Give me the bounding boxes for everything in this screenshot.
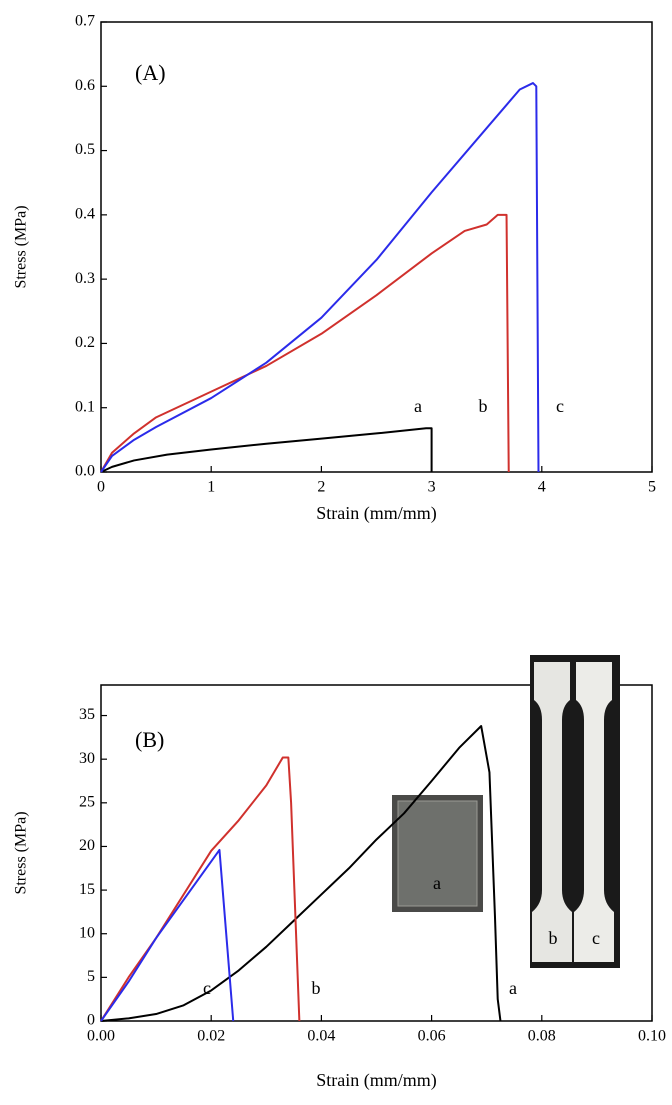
y-tick-label: 0.6	[75, 77, 95, 94]
x-tick-label: 0.06	[418, 1028, 446, 1045]
y-tick-label: 15	[79, 881, 95, 898]
inset-label: b	[549, 928, 558, 948]
curve-label: a	[414, 396, 422, 416]
curve-label: b	[312, 978, 321, 998]
y-tick-label: 0	[87, 1012, 95, 1029]
x-tick-label: 3	[428, 479, 436, 496]
y-tick-label: 0.0	[75, 463, 95, 480]
inset-photo-glass	[397, 800, 478, 907]
y-tick-label: 35	[79, 706, 95, 723]
panel-label: (B)	[135, 727, 164, 752]
y-tick-label: 10	[79, 924, 95, 941]
curve-label: c	[556, 396, 564, 416]
panel-label: (A)	[135, 60, 166, 85]
x-tick-label: 0.10	[638, 1028, 666, 1045]
series-line	[100, 82, 540, 473]
series-line	[100, 427, 433, 473]
x-axis-label: Strain (mm/mm)	[316, 503, 437, 524]
series-line	[100, 848, 235, 1022]
x-axis-label: Strain (mm/mm)	[316, 1070, 437, 1091]
plot-frame	[100, 21, 653, 473]
y-tick-label: 0.1	[75, 398, 95, 415]
curve-label: a	[509, 978, 517, 998]
plot-lines	[100, 82, 540, 473]
y-tick-label: 25	[79, 793, 95, 810]
y-tick-label: 0.7	[75, 13, 95, 30]
curve-label: c	[203, 978, 211, 998]
y-tick-label: 5	[87, 968, 95, 985]
inset-label: a	[433, 873, 441, 893]
plot-frame	[100, 684, 653, 1022]
y-tick-label: 0.3	[75, 270, 95, 287]
y-tick-label: 30	[79, 750, 95, 767]
series-line	[100, 213, 510, 473]
x-tick-label: 2	[317, 479, 325, 496]
y-axis-label: Stress (MPa)	[13, 811, 30, 894]
curve-label: b	[479, 396, 488, 416]
x-tick-label: 0	[97, 479, 105, 496]
y-tick-label: 20	[79, 837, 95, 854]
series-line	[100, 756, 301, 1022]
x-tick-label: 1	[207, 479, 215, 496]
x-tick-label: 0.08	[528, 1028, 556, 1045]
x-tick-label: 0.00	[87, 1028, 115, 1045]
series-line	[100, 725, 502, 1022]
specimen	[532, 662, 572, 962]
y-tick-label: 0.4	[75, 206, 95, 223]
x-tick-label: 5	[648, 479, 656, 496]
specimen	[574, 662, 614, 962]
inset-label: c	[592, 928, 600, 948]
x-tick-label: 4	[538, 479, 546, 496]
x-tick-label: 0.02	[197, 1028, 225, 1045]
y-tick-label: 0.5	[75, 141, 95, 158]
x-tick-label: 0.04	[307, 1028, 335, 1045]
y-axis-label: Stress (MPa)	[13, 205, 30, 288]
y-tick-label: 0.2	[75, 334, 95, 351]
plot-lines	[100, 725, 502, 1022]
